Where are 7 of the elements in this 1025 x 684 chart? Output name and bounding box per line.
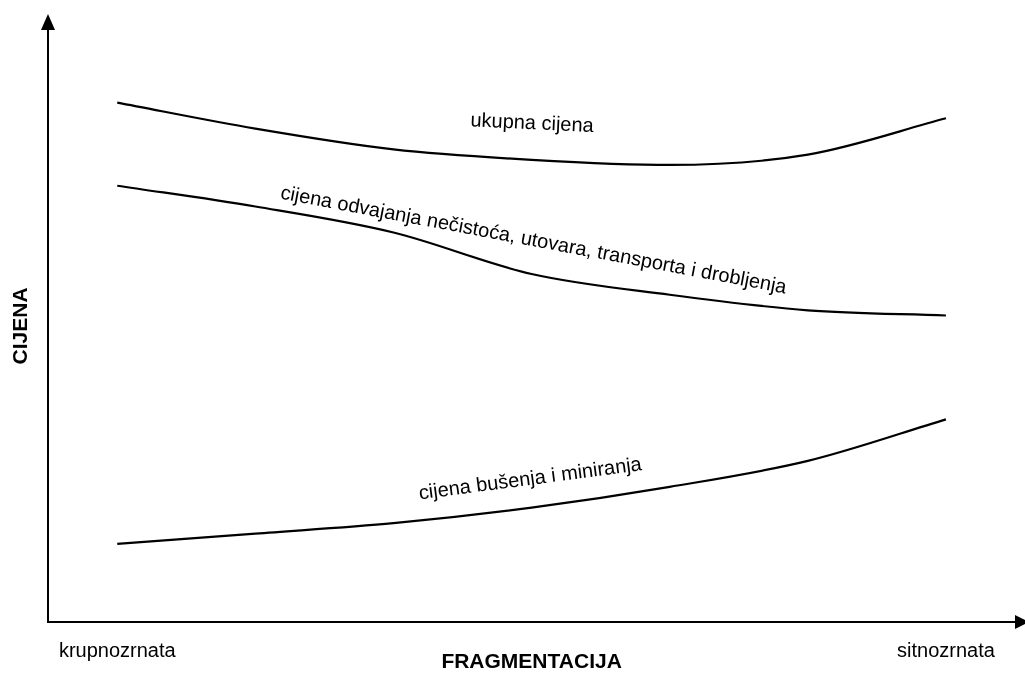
text: cijena bušenja i miniranja [417, 452, 644, 504]
text: cijena odvajanja nečistoća, utovara, transporta i drobljenja [278, 180, 790, 298]
x-tick-label: sitnozrnata [897, 639, 996, 662]
x-tick-label: krupnozrnata [58, 639, 177, 662]
series-label: ukupna cijena [470, 108, 596, 137]
x-axis-title: FRAGMENTACIJA [441, 649, 622, 673]
y-axis-title: CIJENA [8, 287, 32, 365]
